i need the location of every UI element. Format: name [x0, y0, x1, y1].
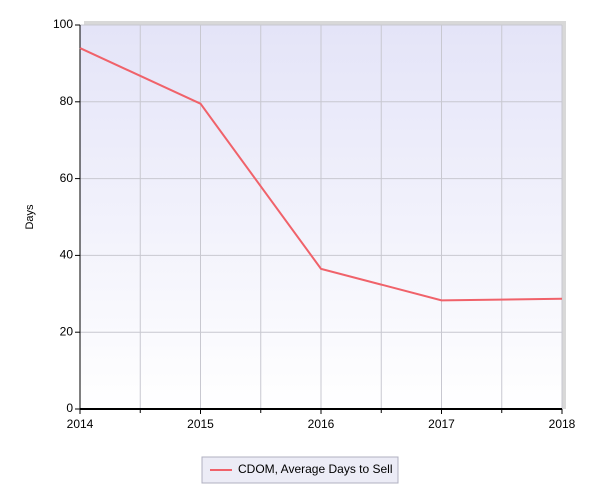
- y-tick-label: 80: [60, 94, 74, 108]
- legend: CDOM, Average Days to Sell: [201, 456, 399, 484]
- x-tick-label: 2016: [308, 417, 335, 431]
- y-tick-label: 40: [60, 248, 74, 262]
- x-tick-label: 2014: [67, 417, 94, 431]
- legend-label: CDOM, Average Days to Sell: [238, 462, 393, 476]
- y-tick-label: 0: [66, 401, 73, 415]
- y-tick-label: 60: [60, 171, 74, 185]
- legend-box: [201, 456, 399, 484]
- y-tick-label: 20: [60, 324, 74, 338]
- x-tick-label: 2015: [187, 417, 214, 431]
- x-tick-label: 2017: [428, 417, 455, 431]
- y-axis-label: Days: [24, 204, 36, 230]
- data-line: [79, 47, 563, 302]
- x-tick-label: 2018: [549, 417, 576, 431]
- y-tick-label: 100: [53, 17, 73, 31]
